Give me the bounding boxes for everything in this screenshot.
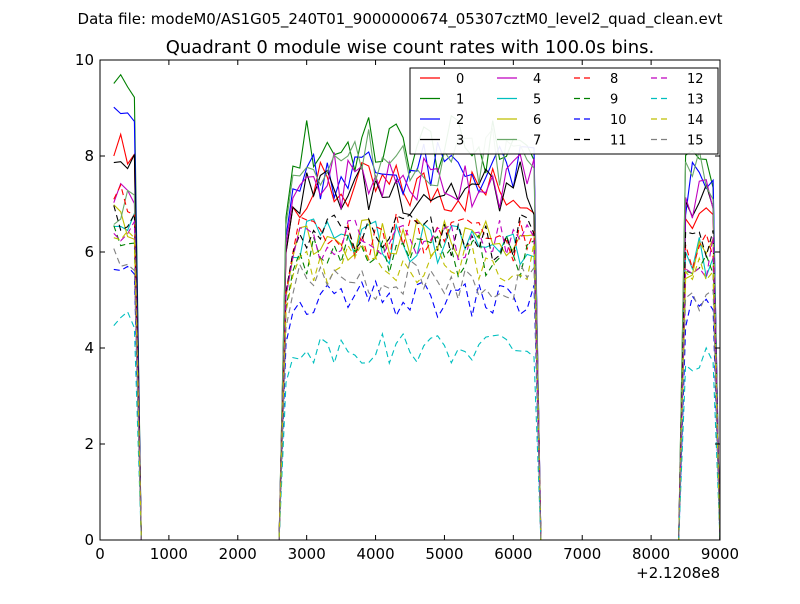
series-line-4 — [113, 152, 720, 540]
x-tick-label: 4000 — [356, 545, 394, 563]
legend-label-14: 14 — [687, 113, 704, 128]
x-tick-label: 7000 — [563, 545, 601, 563]
y-tick-label: 6 — [84, 243, 94, 261]
legend-label-1: 1 — [456, 93, 464, 108]
legend-label-0: 0 — [456, 72, 464, 87]
x-tick-label: 1000 — [150, 545, 188, 563]
series-line-3 — [113, 154, 720, 540]
x-tick-label: 6000 — [494, 545, 532, 563]
chart-suptitle: Data file: modeM0/AS1G05_240T01_90000006… — [78, 10, 723, 29]
series-line-14 — [113, 230, 720, 540]
legend-label-9: 9 — [610, 93, 618, 108]
series-line-13 — [113, 310, 720, 540]
series-line-8 — [113, 183, 720, 540]
series-line-10 — [113, 265, 720, 540]
series-line-6 — [113, 204, 720, 540]
x-tick-label: 2000 — [219, 545, 257, 563]
y-tick-label: 0 — [84, 531, 94, 549]
series-line-7 — [113, 127, 720, 540]
x-tick-label: 0 — [95, 545, 105, 563]
x-tick-label: 5000 — [425, 545, 463, 563]
legend-label-8: 8 — [610, 72, 618, 87]
series-line-2 — [113, 106, 720, 540]
legend-label-11: 11 — [610, 134, 627, 149]
legend-label-3: 3 — [456, 134, 464, 149]
series-line-12 — [113, 219, 720, 540]
axes-frame — [99, 59, 721, 541]
series-line-0 — [113, 132, 720, 540]
x-tick-label: 8000 — [632, 545, 670, 563]
y-tick-label: 8 — [84, 147, 94, 165]
legend-label-2: 2 — [456, 113, 464, 128]
y-tick-label: 2 — [84, 435, 94, 453]
legend-label-15: 15 — [687, 134, 704, 149]
legend-label-5: 5 — [533, 93, 541, 108]
legend-label-10: 10 — [610, 113, 627, 128]
x-tick-label: 9000 — [701, 545, 739, 563]
series-line-5 — [113, 213, 720, 540]
legend-label-13: 13 — [687, 93, 704, 108]
y-tick-label: 4 — [84, 339, 94, 357]
series-line-15 — [113, 248, 720, 540]
chart-title: Quadrant 0 module wise count rates with … — [166, 37, 655, 58]
legend-label-12: 12 — [687, 72, 704, 87]
legend-label-6: 6 — [533, 113, 541, 128]
y-tick-label: 10 — [75, 51, 94, 69]
legend-label-4: 4 — [533, 72, 541, 87]
x-offset-label: +2.1208e8 — [636, 564, 720, 582]
legend-label-7: 7 — [533, 134, 541, 149]
series-line-9 — [113, 225, 720, 540]
axes: 0 1000 2000 3000 4000 5000 6000 7000 8000 9000 0 2 4… — [75, 51, 739, 563]
series-line-11 — [113, 205, 720, 540]
x-tick-label: 3000 — [288, 545, 326, 563]
